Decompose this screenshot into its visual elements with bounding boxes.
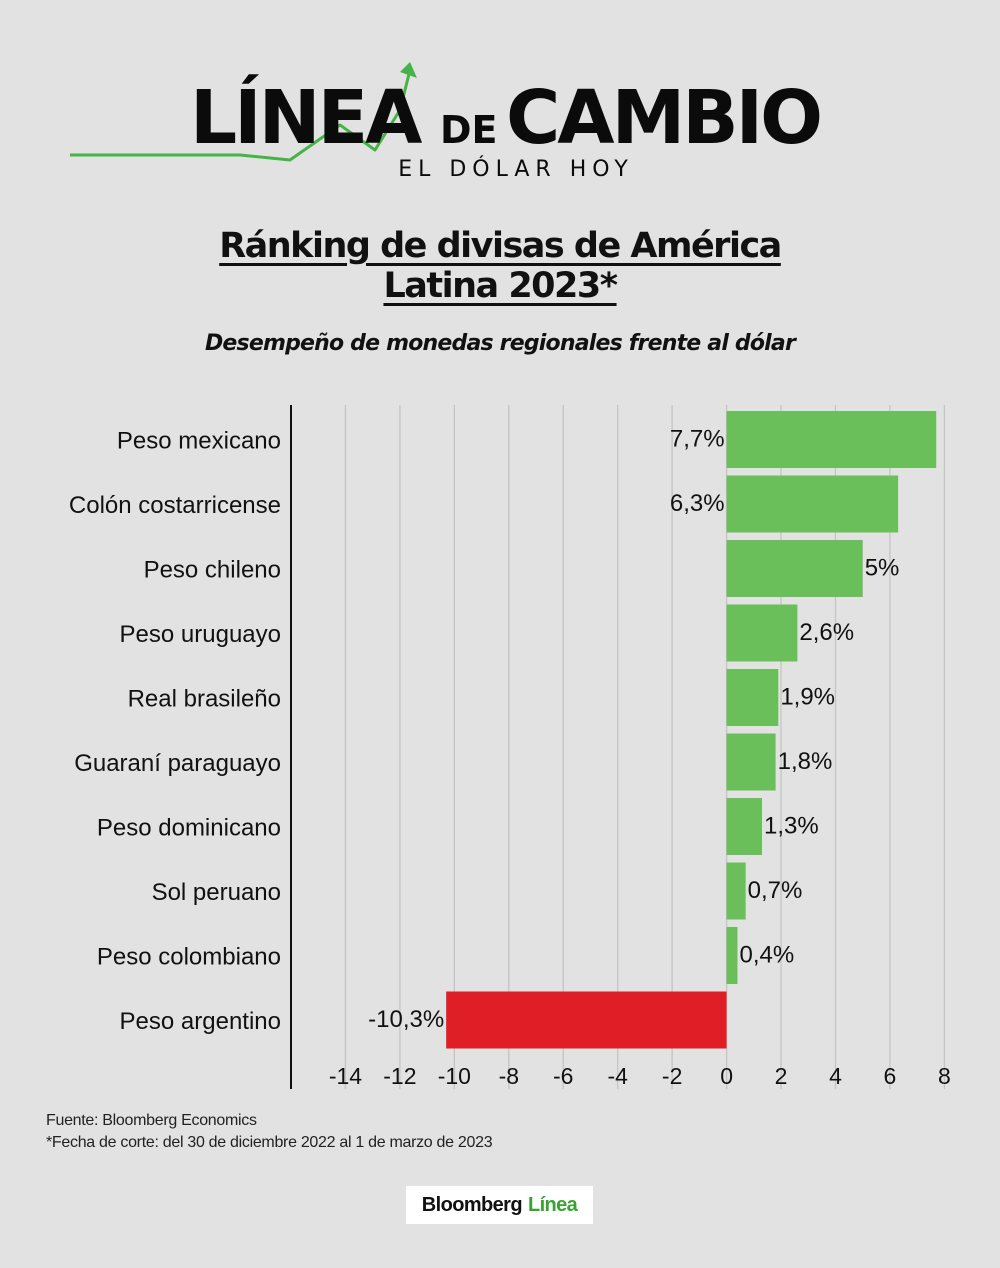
logo-cambio: CAMBIO [506,75,820,161]
x-tick-label: 6 [884,1063,897,1089]
x-tick-label: 0 [720,1063,733,1089]
value-label: 1,3% [764,813,819,840]
category-label: Peso uruguayo [120,621,281,648]
x-tick-label: -4 [607,1063,628,1089]
x-tick-label: 8 [938,1063,951,1089]
value-label: 6,3% [670,490,725,517]
category-label: Peso chileno [144,557,281,584]
x-tick-label: -8 [499,1063,519,1089]
x-tick-label: 2 [775,1063,788,1089]
footer-brand-accent: Línea [527,1193,578,1216]
category-label: Peso mexicano [117,428,281,455]
x-tick-label: -2 [662,1063,682,1089]
logo-tagline: EL DÓLAR HOY [398,156,634,182]
value-label: 0,4% [739,942,794,969]
chart-title-line2: Latina 2023* [383,266,618,306]
bar [726,475,899,533]
logo-trend-line [70,69,412,162]
value-label: 0,7% [748,877,803,904]
cutoff-note: *Fecha de corte: del 30 de diciembre 202… [46,1134,493,1151]
x-tick-label: -10 [438,1063,471,1089]
category-label: Real brasileño [128,686,281,713]
bar [726,862,746,920]
category-label: Colón costarricense [69,492,281,519]
chart-subtitle: Desempeño de monedas regionales frente a… [204,331,796,356]
chart-notes: Fuente: Bloomberg Economics *Fecha de co… [46,1110,493,1154]
value-label: 5% [865,555,900,582]
category-label: Sol peruano [152,879,281,906]
rising-trend-arrow-icon [400,62,417,78]
category-label: Guaraní paraguayo [74,750,281,777]
category-label: Peso argentino [120,1008,281,1035]
bar [726,733,776,791]
chart-title-line1: Ránking de divisas de América [219,226,782,266]
logo-linea: LÍNEA [190,73,422,161]
category-label: Peso dominicano [97,815,281,842]
bar [726,540,863,597]
bar [446,991,727,1049]
bar [726,927,738,984]
bar [726,669,779,726]
value-label: 1,8% [778,748,833,775]
x-tick-label: -14 [329,1063,362,1089]
value-label: 1,9% [780,684,835,711]
source-note: Fuente: Bloomberg Economics [46,1112,257,1129]
currency-ranking-chart: Peso mexicano 7,7% Colón costarricense 6,3%… [69,405,951,1089]
value-label: 7,7% [670,426,725,453]
x-tick-label: 4 [829,1063,842,1089]
x-tick-label: -12 [383,1063,416,1089]
bar [726,411,937,468]
x-tick-label: -6 [553,1063,573,1089]
linea-de-cambio-logo: LÍNEA DE CAMBIO EL DÓLAR HOY [70,62,823,182]
footer-brand: Bloomberg [421,1193,523,1216]
chart-title: Ránking de divisas de América Latina 202… [0,226,1000,306]
logo-de: DE [440,108,498,152]
value-label: 2,6% [799,619,854,646]
value-label: -10,3% [368,1006,444,1033]
bloomberg-linea-logo: Bloomberg Línea [406,1186,593,1224]
bar [726,604,798,662]
category-label: Peso colombiano [97,944,281,971]
bar [726,798,762,855]
